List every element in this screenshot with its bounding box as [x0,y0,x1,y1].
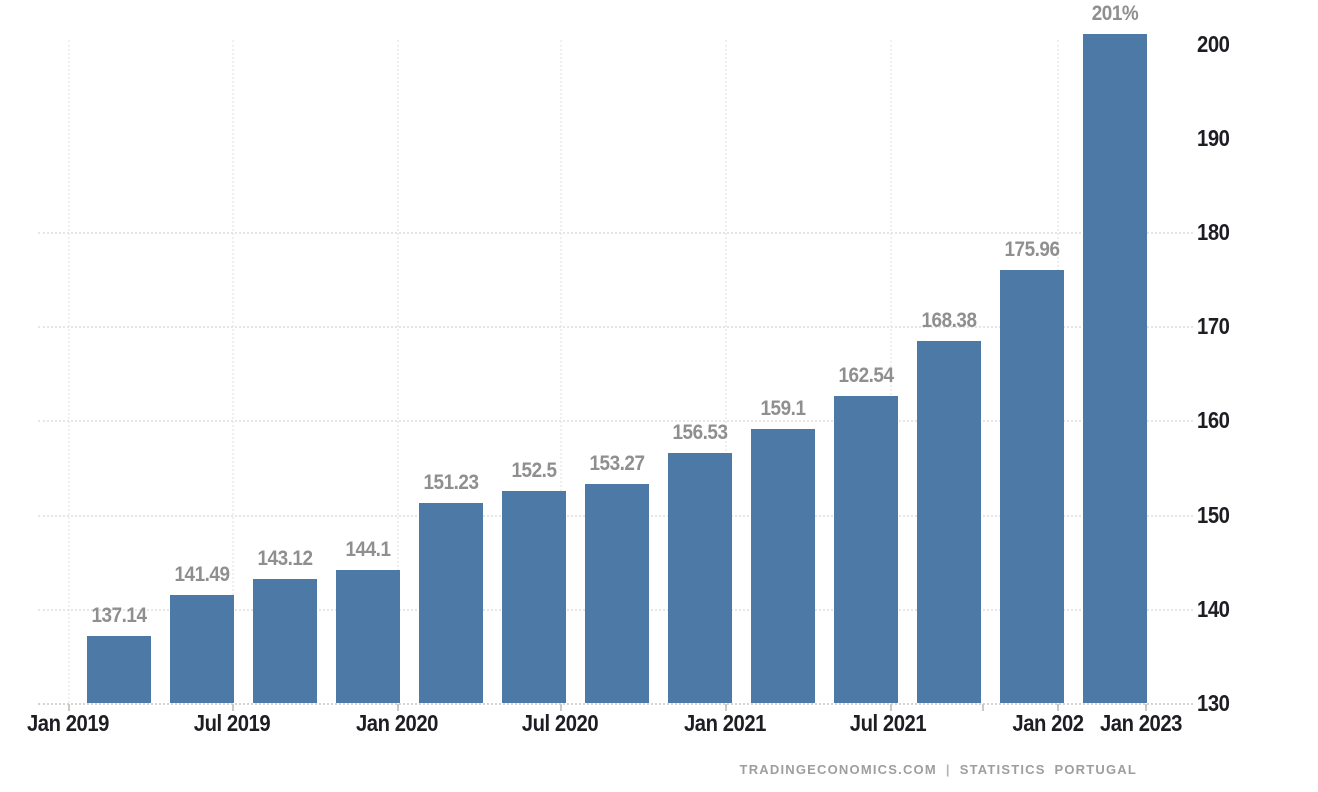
x-axis-tick [397,704,399,711]
x-axis-label: Jan 202 [1012,710,1084,736]
x-axis-tick [68,704,70,711]
horizontal-gridline [38,420,1193,423]
source-statistics-portugal: STATISTICS PORTUGAL [959,762,1137,777]
y-axis-label: 130 [1197,690,1230,716]
y-axis-label: 180 [1197,219,1230,245]
vertical-gridline [68,40,70,703]
x-axis-label: Jul 2020 [521,710,599,736]
bar[interactable] [502,491,566,703]
x-axis-tick [232,704,234,711]
bar-value-label: 137.14 [91,603,147,627]
bar[interactable] [585,483,649,703]
vertical-gridline [397,40,399,703]
vertical-gridline [725,40,727,703]
x-axis-label: Jan 2020 [355,710,439,736]
bar-value-label: 143.12 [257,547,313,571]
y-axis-label: 150 [1197,501,1230,528]
y-axis-label: 200 [1197,30,1230,57]
x-axis-label: Jul 2021 [849,710,927,736]
x-axis-tick [725,704,727,711]
bar-value-label: 168.38 [921,309,977,333]
bar[interactable] [170,594,234,703]
bar-value-label: 201% [1091,2,1139,26]
bar[interactable] [751,428,815,703]
bar[interactable] [87,635,151,703]
x-axis-tick [560,704,562,711]
bar[interactable] [1083,34,1147,703]
bar-value-label: 156.53 [672,421,728,445]
y-axis-label: 170 [1197,313,1230,340]
bar[interactable] [1000,270,1064,703]
bar-value-label: 153.27 [589,451,645,475]
bar-value-label: 152.5 [511,459,557,483]
bar[interactable] [834,396,898,703]
bar[interactable] [917,341,981,703]
source-attribution: TRADINGECONOMICS.COM | STATISTICS PORTUGAL [740,762,1137,777]
bar-value-label: 141.49 [174,562,230,586]
bar-value-label: 159.1 [760,396,806,420]
x-axis-label: Jan 2023 [1099,710,1183,736]
bar-value-label: 162.54 [838,364,894,388]
horizontal-gridline [38,326,1193,329]
y-axis-label: 190 [1197,124,1230,151]
x-axis-tick [982,704,984,711]
x-axis-tick [1145,704,1147,711]
source-separator: | [945,762,951,777]
x-axis-line [38,703,1193,705]
bar-value-label: 175.96 [1004,238,1060,262]
bar[interactable] [419,503,483,703]
y-axis-label: 140 [1197,595,1230,622]
x-axis-label: Jan 2019 [26,710,110,736]
vertical-gridline [232,40,234,703]
y-axis-label: 160 [1197,407,1230,434]
bar-value-label: 151.23 [423,471,479,494]
x-axis-label: Jan 2021 [683,710,767,736]
bar[interactable] [336,570,400,703]
source-tradingeconomics: TRADINGECONOMICS.COM [739,762,937,777]
bar-value-label: 144.1 [345,538,391,562]
horizontal-gridline [38,232,1193,234]
bar[interactable] [253,579,317,703]
vertical-gridline [890,40,892,703]
x-axis-tick [1057,704,1059,711]
x-axis-tick [890,704,892,711]
x-axis-label: Jul 2019 [193,710,271,736]
bar[interactable] [668,453,732,703]
vertical-gridline [560,40,562,703]
